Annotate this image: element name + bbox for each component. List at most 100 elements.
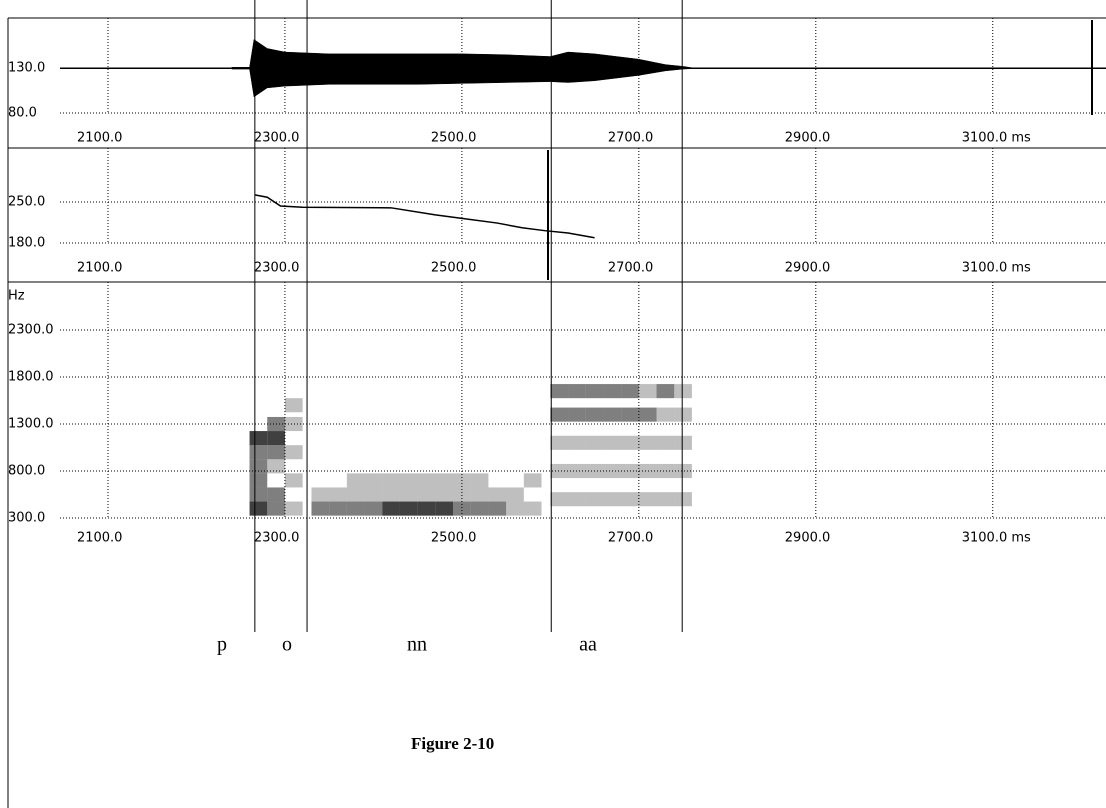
x-tick-label: 2300.0 — [254, 261, 299, 276]
spectrogram-cell — [453, 487, 471, 502]
spectrogram-cell — [267, 416, 285, 432]
spectrogram-cell — [656, 492, 675, 507]
spectrogram-cell — [249, 431, 268, 446]
segment-label: o — [282, 634, 292, 656]
spectrogram-cell — [656, 463, 675, 479]
spectrogram-cell — [550, 463, 569, 479]
spectrogram-cell — [453, 501, 471, 516]
spectrogram-cell — [603, 407, 622, 422]
spectrogram-cell — [568, 407, 586, 422]
spectrogram-cell — [364, 473, 383, 488]
spectrogram-cell — [523, 473, 542, 488]
spectrogram-cell — [488, 501, 507, 516]
spectrogram-cell — [284, 416, 303, 432]
spectrogram-cell — [284, 501, 303, 516]
spectrogram-cell — [417, 501, 436, 516]
spectrogram-cell — [550, 435, 569, 450]
spectrogram-cell — [585, 463, 604, 479]
spectrogram-cell — [329, 501, 347, 516]
y-tick-label: 80.0 — [8, 106, 37, 121]
y-tick-label: 300.0 — [8, 511, 45, 526]
spectrogram-cell — [346, 501, 365, 516]
spectrogram-cell — [621, 435, 639, 450]
spectrogram-cell — [568, 384, 586, 399]
spectrogram-cell — [621, 407, 639, 422]
y-tick-label: 250.0 — [8, 194, 45, 209]
spectrogram-cell — [249, 487, 268, 502]
spectrogram-cell — [506, 487, 524, 502]
spectrogram-cell — [249, 501, 268, 516]
spectrogram-cell — [284, 398, 303, 413]
spectrogram-cell — [364, 487, 383, 502]
spectrogram-cell — [568, 463, 586, 479]
spectrogram-cell — [621, 463, 639, 479]
spectrogram-cell — [399, 487, 418, 502]
spectrogram-cell — [674, 492, 692, 507]
spectrogram-cell — [603, 435, 622, 450]
spectrogram-cell — [470, 473, 489, 488]
spectrogram-cell — [284, 473, 303, 488]
spectrogram-cell — [638, 407, 657, 422]
x-tick-label: 2700.0 — [608, 261, 654, 276]
spectrogram-cell — [568, 492, 586, 507]
x-tick-label: 2500.0 — [431, 531, 477, 546]
spectrogram-cell — [621, 492, 639, 507]
spectrogram-cell — [249, 473, 268, 488]
spectrogram-cell — [621, 384, 639, 399]
spectrogram-cell — [656, 435, 675, 450]
spectrogram-cell — [346, 487, 365, 502]
spectrogram-cell — [311, 487, 330, 502]
spectrogram-cell — [638, 492, 657, 507]
segment-label: p — [217, 634, 227, 656]
y-tick-label: 1800.0 — [8, 370, 54, 385]
spectrogram-cell — [453, 473, 471, 488]
spectrogram-cell — [638, 384, 657, 399]
spectrogram-cell — [329, 487, 347, 502]
x-tick-label: 2100.0 — [77, 131, 123, 146]
spectrogram-cell — [603, 492, 622, 507]
spectrogram-cell — [674, 407, 692, 422]
spectrogram-cell — [656, 384, 675, 399]
x-tick-label: 3100.0 ms — [962, 531, 1031, 546]
x-tick-label: 2100.0 — [77, 261, 123, 276]
spectrogram-cell — [267, 501, 285, 516]
spectrogram-cell — [656, 407, 675, 422]
spectrogram-cell — [417, 487, 436, 502]
spectrogram-cell — [585, 384, 604, 399]
x-tick-label: 2700.0 — [608, 531, 654, 546]
spectrogram-cell — [364, 501, 383, 516]
spectrogram-cell — [346, 473, 365, 488]
spectrogram-cell — [435, 473, 454, 488]
spectrogram-cell — [470, 487, 489, 502]
x-tick-label: 3100.0 ms — [962, 261, 1031, 276]
spectrogram-cell — [399, 473, 418, 488]
spectrogram-cell — [284, 445, 303, 460]
spectrogram-cell — [585, 435, 604, 450]
x-tick-label: 2900.0 — [785, 261, 831, 276]
waveform-envelope — [231, 39, 693, 98]
spectrogram-cell — [382, 487, 400, 502]
x-tick-label: 2300.0 — [254, 131, 299, 146]
y-tick-label: 800.0 — [8, 464, 45, 479]
spectrogram-cell — [267, 487, 285, 502]
spectrogram-cell — [568, 435, 586, 450]
spectrogram-cell — [523, 501, 542, 516]
x-tick-label: 3100.0 ms — [962, 131, 1031, 146]
pitch-line — [254, 194, 595, 239]
spectrogram-cell — [550, 384, 569, 399]
segment-label: aa — [579, 634, 597, 656]
spectrogram-cell — [267, 431, 285, 446]
spectrogram-cell — [488, 487, 507, 502]
x-tick-label: 2100.0 — [77, 531, 123, 546]
x-tick-label: 2700.0 — [608, 131, 654, 146]
y-tick-label: 130.0 — [8, 61, 45, 76]
spectrogram-cell — [638, 463, 657, 479]
spectrogram-cell — [249, 459, 268, 474]
y-tick-label: 2300.0 — [8, 323, 54, 338]
x-tick-label: 2900.0 — [785, 131, 831, 146]
x-tick-label: 2900.0 — [785, 531, 831, 546]
spectrogram-cell — [382, 501, 400, 516]
spectrogram-cell — [311, 501, 330, 516]
